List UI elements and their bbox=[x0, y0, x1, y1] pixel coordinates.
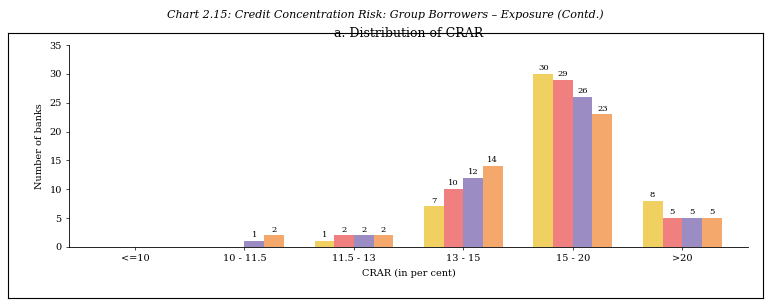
Y-axis label: Number of banks: Number of banks bbox=[35, 103, 44, 189]
Title: a. Distribution of CRAR: a. Distribution of CRAR bbox=[334, 27, 483, 40]
Text: 26: 26 bbox=[577, 87, 588, 95]
Bar bbox=[534, 74, 553, 247]
Text: 29: 29 bbox=[557, 70, 568, 78]
Text: 2: 2 bbox=[381, 225, 386, 234]
Bar bbox=[702, 218, 722, 247]
Bar bbox=[643, 201, 662, 247]
Bar bbox=[334, 235, 354, 247]
Text: 14: 14 bbox=[487, 157, 498, 164]
Bar bbox=[443, 189, 463, 247]
Bar bbox=[244, 241, 264, 247]
Text: 1: 1 bbox=[322, 231, 327, 239]
Bar bbox=[374, 235, 393, 247]
Text: Chart 2.15: Credit Concentration Risk: Group Borrowers – Exposure (Contd.): Chart 2.15: Credit Concentration Risk: G… bbox=[167, 9, 604, 20]
Bar bbox=[354, 235, 374, 247]
Text: 1: 1 bbox=[251, 231, 257, 239]
Text: 5: 5 bbox=[689, 208, 695, 216]
Text: 5: 5 bbox=[709, 208, 715, 216]
Text: 30: 30 bbox=[538, 64, 548, 72]
Text: 10: 10 bbox=[448, 179, 459, 188]
Bar bbox=[682, 218, 702, 247]
Text: 12: 12 bbox=[468, 168, 479, 176]
Text: 7: 7 bbox=[431, 197, 436, 205]
Text: 8: 8 bbox=[650, 191, 655, 199]
Bar bbox=[424, 206, 443, 247]
X-axis label: CRAR (in per cent): CRAR (in per cent) bbox=[362, 269, 456, 278]
Bar bbox=[592, 114, 612, 247]
Bar bbox=[463, 178, 483, 247]
Bar bbox=[315, 241, 334, 247]
Text: 2: 2 bbox=[361, 225, 366, 234]
Text: 2: 2 bbox=[271, 225, 277, 234]
Text: 23: 23 bbox=[597, 104, 608, 113]
Text: 5: 5 bbox=[670, 208, 675, 216]
Bar bbox=[573, 97, 592, 247]
Text: 2: 2 bbox=[342, 225, 347, 234]
Bar bbox=[483, 166, 503, 247]
Bar bbox=[662, 218, 682, 247]
Bar bbox=[264, 235, 284, 247]
Bar bbox=[553, 80, 573, 247]
